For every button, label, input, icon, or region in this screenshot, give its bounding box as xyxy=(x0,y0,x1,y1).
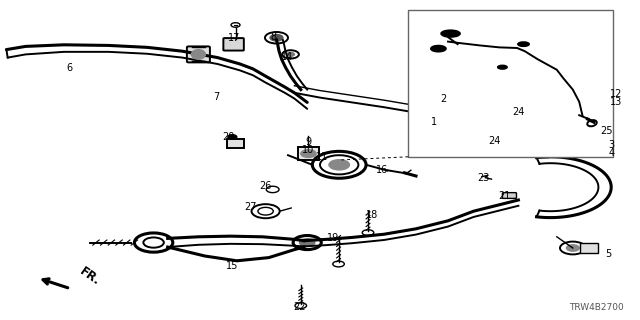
Text: 8: 8 xyxy=(271,32,277,42)
Text: 14: 14 xyxy=(280,52,293,62)
Circle shape xyxy=(270,35,283,41)
Text: 25: 25 xyxy=(600,126,612,136)
Text: 6: 6 xyxy=(66,63,72,73)
Text: 1: 1 xyxy=(431,117,437,127)
Text: 23: 23 xyxy=(477,172,490,183)
Text: 20: 20 xyxy=(222,132,235,142)
FancyBboxPatch shape xyxy=(502,193,516,198)
Bar xyxy=(408,10,613,157)
Ellipse shape xyxy=(498,65,508,69)
Ellipse shape xyxy=(431,45,446,52)
Text: 27: 27 xyxy=(244,202,257,212)
Text: 12: 12 xyxy=(610,89,623,100)
Text: 22: 22 xyxy=(293,301,306,312)
Text: TRW4B2700: TRW4B2700 xyxy=(569,303,624,312)
Text: 11: 11 xyxy=(316,152,329,163)
Ellipse shape xyxy=(441,30,460,37)
Text: 19: 19 xyxy=(326,233,339,244)
Text: 5: 5 xyxy=(605,249,611,260)
Text: 18: 18 xyxy=(366,210,379,220)
Circle shape xyxy=(300,239,315,246)
Text: 7: 7 xyxy=(213,92,220,102)
Text: 24: 24 xyxy=(512,107,525,117)
Text: 16: 16 xyxy=(376,165,388,175)
Circle shape xyxy=(329,160,349,170)
Circle shape xyxy=(228,135,237,139)
Bar xyxy=(298,147,319,160)
Text: FR.: FR. xyxy=(77,265,102,288)
FancyBboxPatch shape xyxy=(187,46,210,62)
FancyBboxPatch shape xyxy=(223,38,244,51)
Bar xyxy=(227,139,244,148)
Text: 2: 2 xyxy=(440,94,447,104)
Text: 10: 10 xyxy=(302,145,315,155)
Ellipse shape xyxy=(191,50,205,59)
Ellipse shape xyxy=(518,42,529,46)
Text: 26: 26 xyxy=(259,181,272,191)
Circle shape xyxy=(301,150,316,157)
Text: 17: 17 xyxy=(228,33,241,43)
Text: 4: 4 xyxy=(608,148,614,158)
Text: 15: 15 xyxy=(225,261,238,271)
Circle shape xyxy=(287,52,294,56)
Text: 9: 9 xyxy=(305,137,312,148)
Text: 24: 24 xyxy=(488,136,500,147)
Text: 13: 13 xyxy=(610,97,623,107)
Circle shape xyxy=(566,245,579,251)
Bar xyxy=(580,243,598,253)
Text: 21: 21 xyxy=(498,191,511,201)
Text: 3: 3 xyxy=(608,140,614,150)
